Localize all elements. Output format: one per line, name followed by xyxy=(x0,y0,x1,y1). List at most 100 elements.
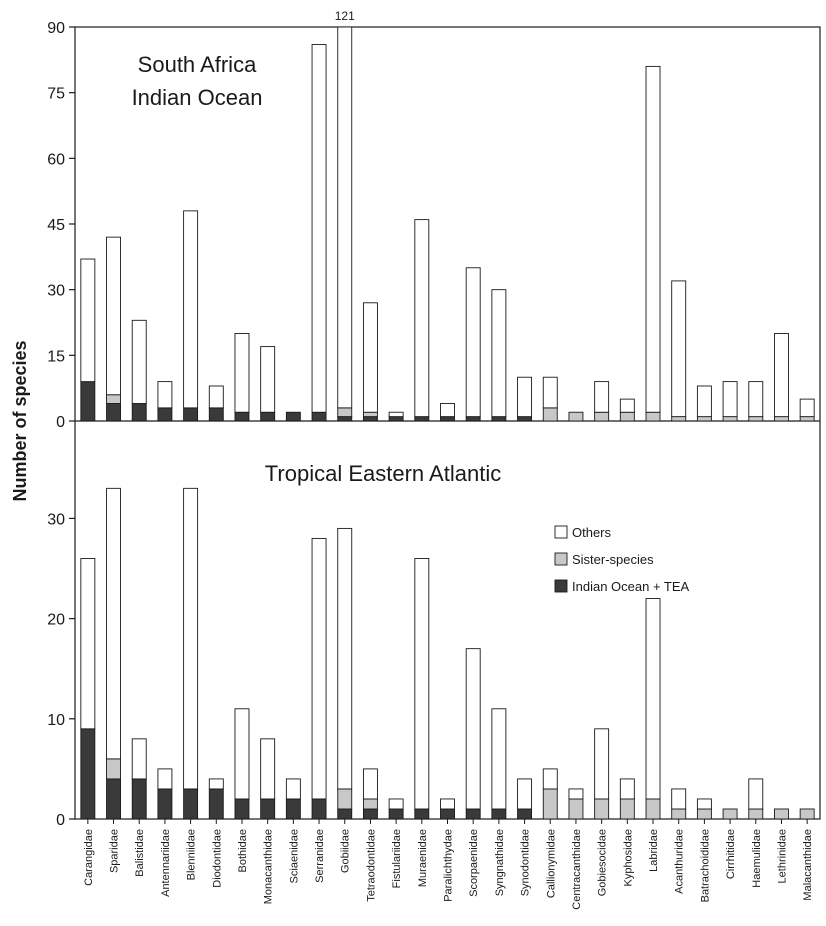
x-tick-label: Muraenidae xyxy=(417,829,429,887)
bar-segment xyxy=(645,411,661,422)
bar-segment xyxy=(748,808,764,820)
bar-segment xyxy=(542,788,558,820)
y-tick-label: 75 xyxy=(47,86,65,103)
bar-segment xyxy=(311,411,327,422)
bar-segment xyxy=(106,394,121,404)
x-tick-label: Syngnathidae xyxy=(494,829,506,896)
bar-segment xyxy=(337,788,353,810)
bar-segment xyxy=(671,280,687,418)
bar-segment xyxy=(568,788,584,800)
x-tick-label: Malacanthidae xyxy=(802,829,814,901)
bar-segment xyxy=(285,411,301,422)
y-tick-label: 60 xyxy=(47,151,65,168)
bar-segment xyxy=(440,798,455,810)
bar-segment xyxy=(568,411,584,422)
bar-segment xyxy=(311,537,327,800)
bar-segment xyxy=(362,411,378,418)
bar-segment xyxy=(696,808,712,820)
x-tick-label: Batrachoididae xyxy=(699,829,711,902)
y-tick-label: 90 xyxy=(47,20,65,37)
x-tick-label: Centracanthidae xyxy=(571,829,583,910)
x-tick-label: Sciaenidae xyxy=(288,829,300,883)
bar-segment xyxy=(619,398,635,413)
bar-segment xyxy=(491,708,507,810)
bar-segment xyxy=(106,758,121,780)
bar-segment xyxy=(799,416,815,422)
bar-segment xyxy=(234,332,250,413)
y-tick-label: 45 xyxy=(47,217,65,234)
bar-segment xyxy=(131,738,147,780)
bar-segment xyxy=(594,381,610,413)
bar-segment xyxy=(131,778,147,820)
x-tick-label: Scorpaenidae xyxy=(468,829,480,897)
bar-segment xyxy=(131,319,147,404)
bar-segment xyxy=(414,219,430,418)
bar-segment xyxy=(234,411,250,422)
x-tick-label: Balistidae xyxy=(134,829,146,877)
legend-swatch xyxy=(554,525,568,539)
x-tick-label: Callionymidae xyxy=(545,829,557,898)
legend-swatch xyxy=(554,579,568,593)
bar-segment xyxy=(465,267,481,418)
bar-segment xyxy=(414,416,430,422)
legend-label: Others xyxy=(572,525,612,540)
x-tick-label: Lethrinidae xyxy=(776,829,788,883)
bar-segment xyxy=(465,808,481,820)
bar-segment xyxy=(285,798,301,820)
y-tick-label: 0 xyxy=(56,812,65,829)
bar-segment xyxy=(183,487,199,790)
bar-segment xyxy=(337,416,353,422)
bar-segment xyxy=(157,768,173,790)
x-tick-label: Antennariidae xyxy=(160,829,172,897)
bar-segment xyxy=(517,778,533,810)
bar-segment xyxy=(414,808,430,820)
bar-segment xyxy=(106,236,121,396)
x-tick-label: Serranidae xyxy=(314,829,326,883)
bar-segment xyxy=(619,778,635,800)
bar-segment xyxy=(542,376,558,409)
bar-segment xyxy=(337,808,353,820)
bar-segment xyxy=(157,407,173,422)
bar-segment xyxy=(234,798,250,820)
bar-segment xyxy=(208,788,224,820)
legend-label: Indian Ocean + TEA xyxy=(572,579,690,594)
bar-segment xyxy=(671,788,687,810)
x-tick-label: Monacanthidae xyxy=(263,829,275,904)
bar-segment xyxy=(568,798,584,820)
bar-segment xyxy=(722,808,738,820)
bar-segment xyxy=(414,558,430,810)
bar-segment xyxy=(671,808,687,820)
panel-title: Tropical Eastern Atlantic xyxy=(265,461,501,486)
bar-segment xyxy=(106,403,121,422)
bar-segment xyxy=(696,416,712,422)
x-tick-label: Synodontidae xyxy=(520,829,532,896)
bar-segment xyxy=(799,808,815,820)
bar-segment xyxy=(774,332,789,418)
x-tick-label: Paralichthydae xyxy=(443,829,455,902)
bar-segment xyxy=(748,416,764,422)
bar-segment xyxy=(157,788,173,820)
bar-segment xyxy=(671,416,687,422)
x-tick-label: Cirrhitidae xyxy=(725,829,737,879)
bar-segment xyxy=(517,808,533,820)
bar-segment xyxy=(337,527,353,790)
bar-segment xyxy=(80,258,96,383)
bar-segment xyxy=(542,768,558,790)
bar-segment xyxy=(465,648,481,810)
bar-segment xyxy=(80,381,96,422)
x-tick-label: Gobiesocidae xyxy=(597,829,609,896)
bar-segment xyxy=(362,808,378,820)
bar-segment xyxy=(311,798,327,820)
bar-segment xyxy=(362,768,378,800)
bar-segment xyxy=(748,778,764,810)
x-tick-label: Acanthuridae xyxy=(674,829,686,894)
panel-title: South Africa xyxy=(138,52,257,77)
bar-segment xyxy=(388,411,404,418)
bar-segment xyxy=(131,403,147,422)
y-tick-label: 30 xyxy=(47,511,65,528)
bar-segment xyxy=(80,728,96,820)
bar-label-bg xyxy=(328,8,361,23)
bar-segment xyxy=(594,411,610,422)
